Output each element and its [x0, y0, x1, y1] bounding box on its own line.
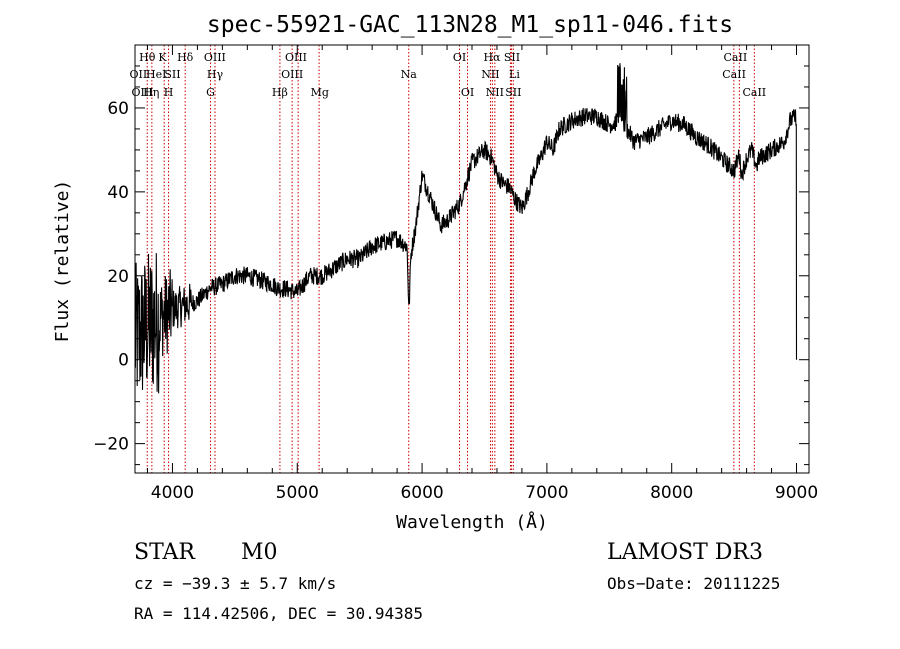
line-label: SII — [505, 86, 521, 99]
survey-name: LAMOST DR3 — [607, 540, 763, 565]
y-axis-label: Flux (relative) — [52, 180, 73, 343]
x-axis-label: Wavelength (Å) — [396, 511, 548, 533]
x-tick-label: 4000 — [151, 483, 194, 503]
y-axis: −20 0 20 40 60 — [93, 44, 809, 466]
y-tick-label: −20 — [93, 435, 129, 455]
line-label: CaII — [742, 86, 766, 99]
line-label: NII — [481, 68, 499, 81]
line-label: OIII — [204, 51, 226, 64]
line-label: OII — [130, 68, 148, 81]
line-label: HeI — [146, 68, 166, 81]
y-tick-label: 20 — [107, 267, 129, 287]
x-tick-label: 6000 — [400, 483, 443, 503]
line-label: K — [158, 51, 167, 64]
line-label: NII — [486, 86, 504, 99]
line-label: G — [206, 86, 215, 99]
line-label: OI — [453, 51, 466, 64]
line-label: SII — [164, 68, 180, 81]
line-label: SII — [504, 51, 520, 64]
line-label: Hη — [143, 86, 159, 99]
observation-date: Obs−Date: 20111225 — [607, 574, 781, 593]
line-label: OIII — [285, 51, 307, 64]
plot-frame — [134, 44, 810, 474]
line-label: Mg — [311, 86, 329, 99]
line-label: H — [164, 86, 174, 99]
line-label: CaII — [724, 51, 748, 64]
line-label: Hθ — [139, 51, 156, 64]
spectrum-line — [134, 63, 798, 394]
spectral-subclass: M0 — [241, 540, 278, 565]
line-label: Hγ — [207, 68, 224, 81]
line-label: Hα — [483, 51, 501, 64]
line-label: Li — [509, 68, 520, 81]
y-tick-label: 0 — [118, 351, 129, 371]
line-label: CaII — [722, 68, 746, 81]
x-tick-label: 8000 — [650, 483, 693, 503]
x-tick-label: 9000 — [775, 483, 818, 503]
x-axis: 4000 5000 6000 7000 8000 9000 — [146, 45, 818, 503]
y-tick-label: 60 — [107, 99, 129, 119]
y-tick-label: 40 — [107, 183, 129, 203]
line-label: Hβ — [272, 86, 288, 99]
line-label: Na — [401, 68, 418, 81]
x-tick-label: 7000 — [525, 483, 568, 503]
emission-line-markers — [146, 45, 755, 473]
x-tick-label: 5000 — [276, 483, 319, 503]
line-label: OIII — [131, 86, 153, 99]
line-label: OIII — [281, 68, 303, 81]
line-label: OI — [461, 86, 474, 99]
redshift-value: cz = −39.3 ± 5.7 km/s — [134, 574, 337, 593]
line-label: Hδ — [177, 51, 194, 64]
chart-title: spec-55921-GAC_113N28_M1_sp11-046.fits — [207, 12, 733, 38]
object-class: STAR — [134, 540, 195, 565]
coordinates: RA = 114.42506, DEC = 30.94385 — [134, 604, 423, 623]
